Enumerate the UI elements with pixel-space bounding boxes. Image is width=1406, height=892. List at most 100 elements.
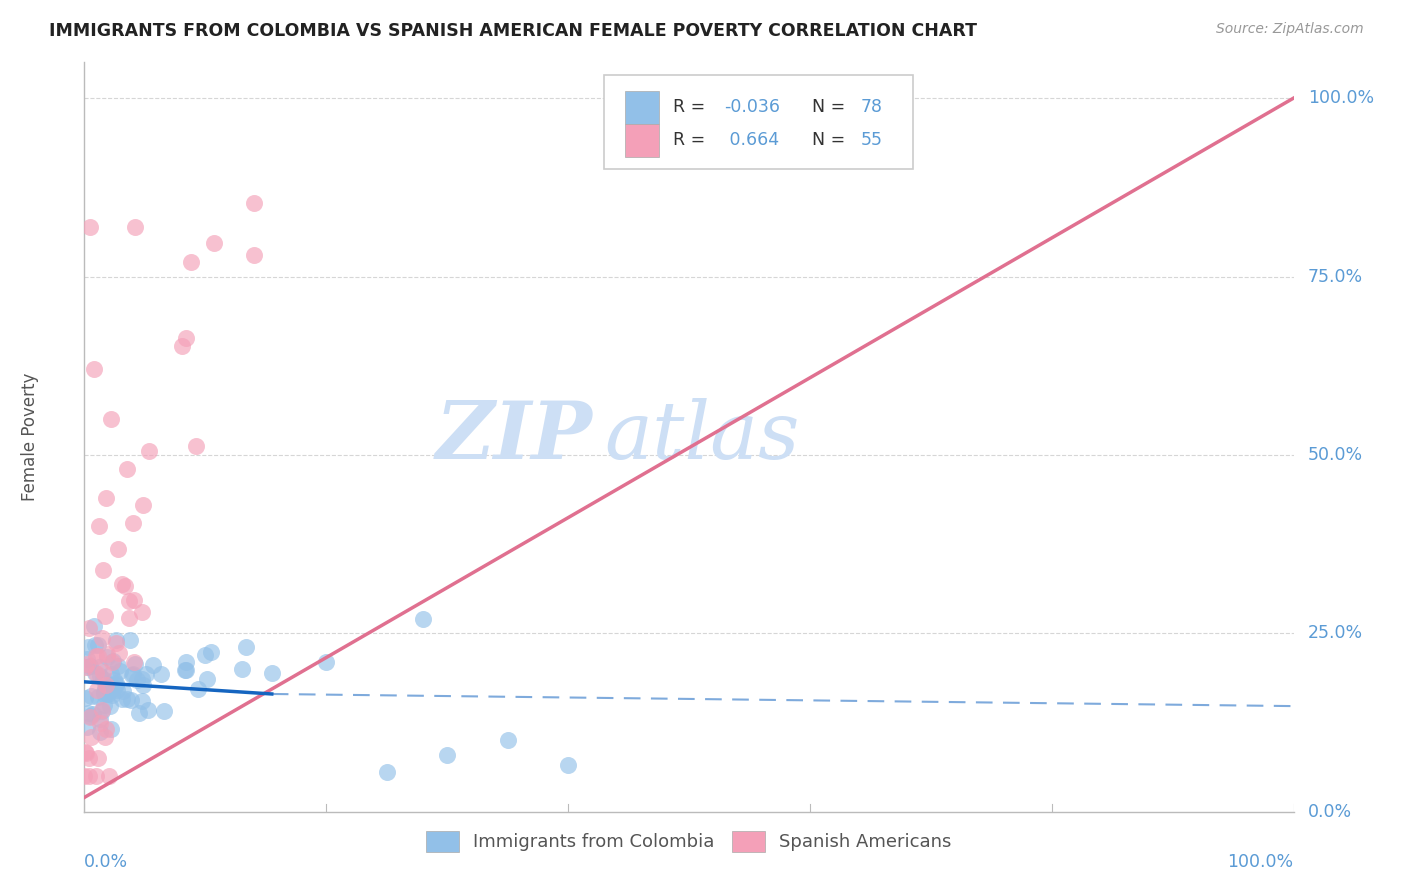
Point <box>94 491 117 505</box>
Text: 100.0%: 100.0% <box>1308 89 1374 107</box>
Point <box>101 688 124 702</box>
Point <box>79 219 101 234</box>
Point <box>75 745 97 759</box>
Point <box>84 666 107 681</box>
Point <box>187 681 209 696</box>
Bar <box>624 91 659 124</box>
Point <box>79 709 101 723</box>
Point <box>195 672 218 686</box>
Point <box>105 683 128 698</box>
Point <box>557 758 579 772</box>
Point <box>94 678 117 692</box>
Point <box>112 683 135 698</box>
Point <box>100 666 122 681</box>
Point <box>86 639 108 653</box>
Point <box>122 667 145 681</box>
Point <box>84 648 107 663</box>
Point <box>83 362 105 376</box>
Point <box>103 681 125 696</box>
Point <box>107 541 129 556</box>
Point <box>132 499 155 513</box>
Point <box>200 645 222 659</box>
Text: atlas: atlas <box>605 399 800 475</box>
Point <box>174 655 197 669</box>
Point <box>98 699 121 714</box>
Point <box>115 462 138 476</box>
Point <box>100 722 122 736</box>
Point <box>122 516 145 530</box>
Point <box>97 683 120 698</box>
Point <box>111 577 134 591</box>
Point <box>150 667 173 681</box>
Point <box>84 638 107 652</box>
Point <box>93 681 115 695</box>
Point <box>107 659 129 673</box>
Point <box>89 724 111 739</box>
Point <box>76 706 98 720</box>
Text: Female Poverty: Female Poverty <box>21 373 39 501</box>
Point <box>135 666 157 681</box>
Point <box>111 691 134 706</box>
Point <box>121 668 143 682</box>
Point <box>114 578 136 592</box>
Point <box>87 519 110 533</box>
Point <box>87 659 110 673</box>
Point <box>110 664 132 678</box>
Point <box>128 706 150 720</box>
Point <box>96 649 118 664</box>
Point <box>131 605 153 619</box>
Point <box>194 648 217 662</box>
Text: 55: 55 <box>860 131 883 149</box>
Point <box>100 656 122 670</box>
Point <box>79 710 101 724</box>
Point <box>91 672 114 686</box>
Point <box>91 665 114 679</box>
Point <box>79 769 101 783</box>
Point <box>83 665 105 680</box>
Text: R =: R = <box>673 98 711 116</box>
Point <box>104 632 127 647</box>
Point <box>93 730 115 744</box>
Text: ZIP: ZIP <box>436 399 592 475</box>
Point <box>94 722 117 736</box>
Point <box>138 703 160 717</box>
Text: 50.0%: 50.0% <box>1308 446 1364 464</box>
Point <box>100 677 122 691</box>
Point <box>235 640 257 655</box>
Point <box>76 657 98 671</box>
Point <box>75 746 97 760</box>
Point <box>75 660 97 674</box>
Point <box>124 657 146 671</box>
Point <box>104 676 127 690</box>
Point <box>76 720 98 734</box>
Point <box>118 594 141 608</box>
Text: 75.0%: 75.0% <box>1308 268 1364 285</box>
Text: 0.0%: 0.0% <box>84 853 128 871</box>
Point <box>172 339 194 353</box>
Text: R =: R = <box>673 131 711 149</box>
Point <box>260 665 283 680</box>
Point <box>315 655 337 669</box>
Point <box>118 611 141 625</box>
Text: N =: N = <box>813 98 851 116</box>
Point <box>153 704 176 718</box>
Point <box>184 439 207 453</box>
Point <box>104 635 127 649</box>
Point <box>93 688 115 702</box>
Point <box>93 684 115 698</box>
Text: IMMIGRANTS FROM COLOMBIA VS SPANISH AMERICAN FEMALE POVERTY CORRELATION CHART: IMMIGRANTS FROM COLOMBIA VS SPANISH AMER… <box>49 22 977 40</box>
Point <box>77 660 100 674</box>
Text: Source: ZipAtlas.com: Source: ZipAtlas.com <box>1216 22 1364 37</box>
Point <box>120 693 142 707</box>
Point <box>87 648 110 663</box>
Point <box>118 633 141 648</box>
Point <box>125 673 148 688</box>
Point <box>86 683 108 698</box>
Point <box>91 563 114 577</box>
Point <box>101 655 124 669</box>
Point <box>124 219 146 234</box>
Point <box>202 235 225 250</box>
Text: 0.664: 0.664 <box>724 131 779 149</box>
Point <box>76 652 98 666</box>
Text: -0.036: -0.036 <box>724 98 780 116</box>
